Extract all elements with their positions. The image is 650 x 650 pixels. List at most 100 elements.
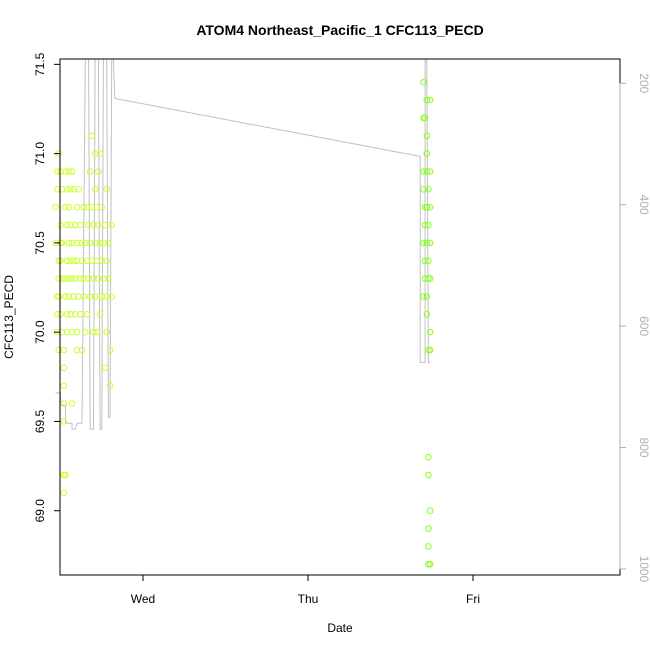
points-layer	[52, 78, 434, 568]
data-point	[72, 311, 79, 318]
y2-tick-label: 600	[637, 316, 650, 336]
data-point	[63, 221, 71, 229]
x-tick-label: Thu	[298, 592, 319, 606]
data-point	[420, 239, 427, 247]
data-point	[426, 346, 434, 354]
data-point	[83, 257, 91, 265]
data-point	[62, 275, 69, 282]
data-point	[103, 257, 110, 265]
data-point	[67, 186, 74, 193]
data-point	[73, 203, 81, 211]
data-point	[93, 203, 101, 211]
x-tick-label: Fri	[466, 592, 480, 606]
data-point	[100, 275, 107, 282]
data-point	[60, 382, 68, 390]
data-point	[423, 132, 431, 140]
data-point	[426, 239, 434, 247]
data-point	[425, 543, 432, 550]
data-point	[426, 275, 434, 282]
y2-tick-label: 1000	[637, 556, 650, 583]
data-point	[101, 364, 109, 372]
data-point	[68, 168, 76, 175]
data-point	[103, 186, 110, 193]
data-point	[91, 293, 99, 300]
data-point	[425, 257, 432, 265]
data-point	[426, 507, 434, 515]
data-point	[95, 275, 102, 282]
data-point	[70, 293, 77, 300]
data-point	[68, 275, 76, 282]
data-point	[82, 239, 89, 247]
data-point	[101, 293, 109, 300]
data-point	[86, 239, 94, 247]
depth-line	[55, 58, 431, 430]
data-point	[67, 257, 74, 265]
data-point	[423, 96, 431, 104]
data-point	[90, 275, 97, 282]
y-tick-label: 71.0	[33, 142, 47, 166]
data-point	[67, 311, 74, 318]
data-point	[105, 275, 112, 282]
data-point	[60, 346, 68, 354]
data-point	[78, 346, 86, 354]
data-point	[425, 221, 432, 229]
x-tick-label: Wed	[131, 592, 155, 606]
data-point	[98, 293, 106, 300]
data-point	[421, 275, 429, 282]
data-point	[58, 275, 66, 282]
y-axis-right: 200 400 600 800 1000	[619, 73, 650, 583]
data-point	[67, 221, 74, 229]
y-axis-label: CFC113_PECD	[2, 275, 16, 359]
data-point	[95, 168, 102, 175]
data-point	[93, 328, 101, 336]
data-point	[55, 293, 63, 300]
data-point	[425, 471, 432, 479]
data-point	[106, 346, 114, 354]
data-point	[65, 203, 73, 211]
data-point	[62, 471, 69, 479]
data-point	[72, 221, 79, 229]
plot-frame	[59, 58, 621, 576]
data-point	[423, 311, 431, 318]
data-point	[425, 525, 432, 532]
data-point	[52, 203, 59, 211]
y2-tick-label: 400	[637, 195, 650, 215]
data-point	[86, 168, 94, 175]
data-point	[80, 275, 87, 282]
data-point	[96, 239, 104, 247]
data-point	[425, 453, 432, 461]
data-point	[420, 293, 427, 300]
data-point	[420, 186, 427, 193]
data-point	[65, 275, 73, 282]
chart-title: ATOM4 Northeast_Pacific_1 CFC113_PECD	[196, 22, 483, 38]
data-point	[60, 418, 68, 425]
data-point	[426, 96, 434, 104]
data-point	[75, 186, 82, 193]
data-point	[105, 239, 112, 247]
data-point	[80, 293, 87, 300]
data-point	[95, 221, 102, 229]
data-point	[426, 203, 434, 211]
data-point	[80, 203, 87, 211]
data-point	[77, 275, 84, 282]
data-point	[98, 203, 106, 211]
x-axis: Wed Thu Fri	[131, 574, 480, 606]
data-point	[78, 239, 86, 247]
y-tick-label: 70.0	[33, 320, 47, 344]
data-point	[70, 186, 77, 193]
data-point	[101, 221, 109, 229]
data-point	[108, 221, 115, 229]
data-point	[55, 275, 63, 282]
data-point	[93, 257, 101, 265]
data-point	[73, 239, 81, 247]
data-point	[77, 311, 84, 318]
data-point	[60, 364, 68, 372]
y-tick-label: 69.5	[33, 409, 47, 433]
data-point	[63, 186, 71, 193]
data-point	[82, 328, 89, 336]
data-point	[96, 311, 104, 318]
y-tick-label: 70.5	[33, 231, 47, 255]
data-point	[78, 257, 86, 265]
y-axis-left: 69.0 69.5 70.0 70.5 71.0 71.5	[33, 52, 61, 522]
